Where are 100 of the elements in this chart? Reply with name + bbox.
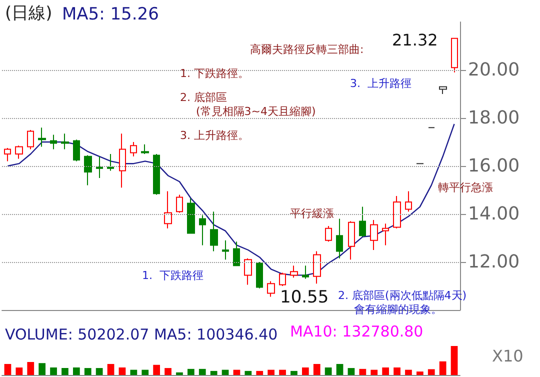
text: MA10: 132780.80 bbox=[290, 322, 424, 340]
candlestick bbox=[439, 86, 447, 94]
candlestick bbox=[233, 241, 240, 266]
candlestick bbox=[325, 226, 332, 242]
candlestick bbox=[84, 154, 92, 186]
candlestick bbox=[61, 133, 69, 150]
bar bbox=[164, 368, 172, 375]
bar bbox=[302, 367, 309, 375]
bar bbox=[62, 368, 68, 375]
candlestick bbox=[73, 139, 80, 162]
candlestick bbox=[153, 154, 160, 196]
text: MA5: 15.26 bbox=[62, 4, 159, 24]
candlestick bbox=[370, 220, 378, 250]
bar bbox=[222, 370, 229, 375]
annotation: 21.32 bbox=[392, 30, 438, 50]
y-tick-label: 18.00 bbox=[468, 108, 520, 128]
bar bbox=[198, 368, 206, 375]
candlestick bbox=[313, 250, 321, 284]
candlestick bbox=[451, 38, 458, 73]
annotation: 1. 下跌路徑。 bbox=[180, 67, 249, 80]
candlestick bbox=[336, 218, 343, 259]
annotation: 3. 上升路徑。 bbox=[180, 129, 249, 142]
candlestick bbox=[27, 130, 34, 150]
bar bbox=[118, 367, 126, 375]
bar bbox=[290, 370, 298, 375]
candlestick bbox=[267, 280, 275, 298]
bar bbox=[107, 364, 114, 375]
candlestick bbox=[38, 127, 46, 148]
y-tick-label: 20.00 bbox=[468, 60, 520, 80]
candlestick bbox=[199, 214, 206, 246]
bar bbox=[96, 368, 103, 375]
candlestick bbox=[348, 220, 355, 260]
candlestick bbox=[119, 133, 126, 188]
annotation: 2. 底部區(兩次低點隔4天) bbox=[338, 289, 467, 302]
bar bbox=[359, 368, 366, 375]
bar bbox=[256, 370, 264, 375]
candlestick bbox=[359, 206, 366, 238]
candlestick bbox=[96, 156, 103, 178]
annotation: 2. 底部區 bbox=[180, 91, 227, 104]
bar bbox=[313, 364, 320, 375]
annotation: 高爾夫路徑反轉三部曲: bbox=[250, 43, 364, 56]
bar bbox=[394, 367, 400, 375]
bar bbox=[4, 364, 12, 375]
bar bbox=[142, 370, 149, 375]
candlestick bbox=[405, 190, 412, 212]
annotation: 1. 下跌路徑 bbox=[142, 269, 204, 282]
bar bbox=[72, 367, 80, 375]
bar bbox=[176, 372, 183, 375]
bar bbox=[233, 370, 240, 375]
y-tick-label: 14.00 bbox=[468, 204, 520, 224]
candlestick bbox=[187, 198, 195, 234]
bar bbox=[38, 363, 46, 375]
bar bbox=[187, 368, 194, 375]
candlestick bbox=[15, 145, 23, 160]
annotation: 轉平行急漲 bbox=[438, 181, 493, 194]
candlestick bbox=[244, 258, 252, 286]
annotation: 會有縮腳的現象。 bbox=[354, 303, 442, 316]
bar bbox=[84, 368, 92, 375]
bar bbox=[450, 346, 458, 375]
candlestick bbox=[393, 196, 401, 229]
bar bbox=[382, 367, 390, 375]
candlestick bbox=[50, 134, 57, 150]
bar bbox=[153, 364, 160, 375]
candlestick bbox=[4, 148, 11, 162]
bar bbox=[16, 367, 23, 375]
candlestick bbox=[176, 194, 183, 214]
candlestick bbox=[164, 190, 172, 229]
bar bbox=[130, 370, 138, 375]
bar bbox=[405, 370, 412, 375]
bar bbox=[428, 369, 435, 375]
bar bbox=[324, 367, 332, 375]
bar bbox=[279, 370, 286, 375]
candlestick bbox=[290, 265, 298, 278]
bar bbox=[416, 372, 424, 375]
bar bbox=[244, 370, 252, 375]
bar bbox=[348, 368, 355, 375]
candlestick bbox=[302, 265, 309, 280]
chart-title: VOLUME: 50202.07 MA5: 100346.40 bbox=[5, 326, 278, 344]
candlestick bbox=[222, 240, 229, 260]
bar bbox=[210, 370, 218, 375]
annotation: 10.55 bbox=[280, 288, 329, 308]
bar bbox=[50, 367, 57, 375]
candlestick bbox=[279, 272, 286, 286]
candlestick bbox=[210, 211, 218, 252]
candlestick bbox=[107, 154, 114, 172]
y-tick-label: 16.00 bbox=[468, 156, 520, 176]
text: X10 bbox=[492, 346, 524, 366]
annotation: (常見相隔3~4天且縮腳) bbox=[196, 105, 316, 118]
bar bbox=[27, 362, 34, 375]
chart-title: (日線) bbox=[5, 4, 52, 24]
annotation: 平行緩漲 bbox=[290, 207, 334, 220]
bar bbox=[336, 364, 344, 375]
candlestick bbox=[141, 144, 149, 154]
candlestick bbox=[130, 142, 137, 157]
candlestick bbox=[256, 262, 263, 289]
bar bbox=[370, 370, 378, 375]
candlestick bbox=[382, 223, 389, 246]
y-tick-label: 12.00 bbox=[468, 252, 520, 272]
annotation: 3. 上升路徑 bbox=[350, 77, 412, 90]
bar bbox=[439, 361, 446, 375]
